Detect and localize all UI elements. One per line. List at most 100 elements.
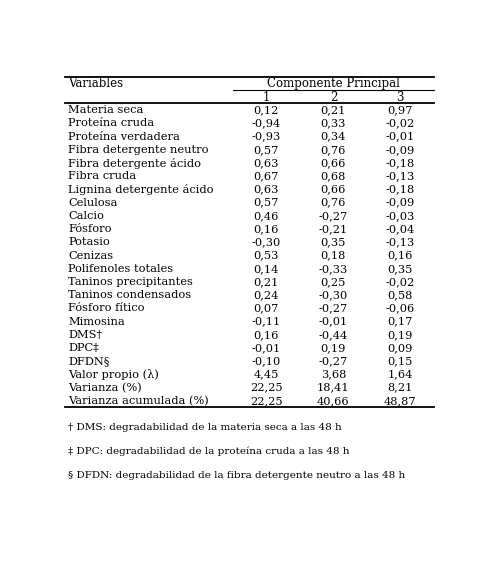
- Text: -0,18: -0,18: [386, 184, 415, 194]
- Text: Cenizas: Cenizas: [68, 251, 113, 261]
- Text: 0,76: 0,76: [321, 145, 346, 155]
- Text: 48,87: 48,87: [384, 396, 417, 406]
- Text: Fósforo: Fósforo: [68, 224, 111, 234]
- Text: -0,30: -0,30: [319, 290, 348, 300]
- Text: DMS†: DMS†: [68, 330, 102, 340]
- Text: -0,94: -0,94: [252, 119, 281, 129]
- Text: 0,21: 0,21: [321, 105, 346, 115]
- Text: Calcio: Calcio: [68, 211, 104, 221]
- Text: Proteína cruda: Proteína cruda: [68, 119, 154, 129]
- Text: 22,25: 22,25: [250, 396, 283, 406]
- Text: 0,66: 0,66: [321, 184, 346, 194]
- Text: 0,16: 0,16: [254, 330, 279, 340]
- Text: 0,97: 0,97: [388, 105, 413, 115]
- Text: 0,35: 0,35: [321, 237, 346, 247]
- Text: -0,02: -0,02: [386, 277, 415, 287]
- Text: 3,68: 3,68: [321, 369, 346, 379]
- Text: -0,44: -0,44: [319, 330, 348, 340]
- Text: Potasio: Potasio: [68, 237, 110, 247]
- Text: -0,06: -0,06: [386, 303, 415, 314]
- Text: 4,45: 4,45: [254, 369, 279, 379]
- Text: 0,25: 0,25: [321, 277, 346, 287]
- Text: Varianza acumulada (%): Varianza acumulada (%): [68, 396, 209, 406]
- Text: Varianza (%): Varianza (%): [68, 382, 142, 393]
- Text: -0,04: -0,04: [386, 224, 415, 234]
- Text: 0,53: 0,53: [254, 251, 279, 261]
- Text: Variables: Variables: [68, 78, 123, 90]
- Text: -0,27: -0,27: [319, 303, 348, 314]
- Text: 0,57: 0,57: [254, 145, 279, 155]
- Text: 0,07: 0,07: [254, 303, 279, 314]
- Text: 22,25: 22,25: [250, 383, 283, 393]
- Text: -0,03: -0,03: [386, 211, 415, 221]
- Text: Celulosa: Celulosa: [68, 198, 118, 208]
- Text: -0,21: -0,21: [319, 224, 348, 234]
- Text: 8,21: 8,21: [388, 383, 413, 393]
- Text: 40,66: 40,66: [317, 396, 350, 406]
- Text: -0,30: -0,30: [252, 237, 281, 247]
- Text: 0,18: 0,18: [321, 251, 346, 261]
- Text: -0,11: -0,11: [252, 316, 281, 327]
- Text: 0,68: 0,68: [321, 171, 346, 182]
- Text: -0,01: -0,01: [319, 316, 348, 327]
- Text: -0,01: -0,01: [386, 132, 415, 142]
- Text: 1,64: 1,64: [388, 369, 413, 379]
- Text: 0,63: 0,63: [254, 184, 279, 194]
- Text: -0,27: -0,27: [319, 356, 348, 366]
- Text: 2: 2: [330, 90, 337, 103]
- Text: 0,17: 0,17: [388, 316, 413, 327]
- Text: 0,12: 0,12: [254, 105, 279, 115]
- Text: -0,02: -0,02: [386, 119, 415, 129]
- Text: 0,16: 0,16: [254, 224, 279, 234]
- Text: Valor propio (λ): Valor propio (λ): [68, 369, 159, 380]
- Text: -0,10: -0,10: [252, 356, 281, 366]
- Text: -0,13: -0,13: [386, 171, 415, 182]
- Text: § DFDN: degradabilidad de la fibra detergente neutro a las 48 h: § DFDN: degradabilidad de la fibra deter…: [68, 472, 405, 481]
- Text: ‡ DPC: degradabilidad de la proteína cruda a las 48 h: ‡ DPC: degradabilidad de la proteína cru…: [68, 447, 349, 456]
- Text: -0,09: -0,09: [386, 145, 415, 155]
- Text: 18,41: 18,41: [317, 383, 350, 393]
- Text: -0,27: -0,27: [319, 211, 348, 221]
- Text: Materia seca: Materia seca: [68, 105, 143, 115]
- Text: -0,13: -0,13: [386, 237, 415, 247]
- Text: 0,35: 0,35: [388, 264, 413, 274]
- Text: 0,15: 0,15: [388, 356, 413, 366]
- Text: † DMS: degradabilidad de la materia seca a las 48 h: † DMS: degradabilidad de la materia seca…: [68, 423, 342, 432]
- Text: Taninos precipitantes: Taninos precipitantes: [68, 277, 193, 287]
- Text: DPC‡: DPC‡: [68, 343, 99, 353]
- Text: Fibra detergente neutro: Fibra detergente neutro: [68, 145, 209, 155]
- Text: Fibra detergente ácido: Fibra detergente ácido: [68, 157, 201, 169]
- Text: Mimosina: Mimosina: [68, 316, 125, 327]
- Text: 0,76: 0,76: [321, 198, 346, 208]
- Text: 0,67: 0,67: [254, 171, 279, 182]
- Text: Proteína verdadera: Proteína verdadera: [68, 132, 180, 142]
- Text: Componente Principal: Componente Principal: [267, 78, 400, 90]
- Text: -0,33: -0,33: [319, 264, 348, 274]
- Text: DFDN§: DFDN§: [68, 356, 109, 366]
- Text: 0,66: 0,66: [321, 158, 346, 168]
- Text: 1: 1: [263, 90, 270, 103]
- Text: 0,21: 0,21: [254, 277, 279, 287]
- Text: 0,09: 0,09: [388, 343, 413, 353]
- Text: 0,16: 0,16: [388, 251, 413, 261]
- Text: Lignina detergente ácido: Lignina detergente ácido: [68, 184, 213, 195]
- Text: Fósforo fítico: Fósforo fítico: [68, 303, 145, 314]
- Text: 0,63: 0,63: [254, 158, 279, 168]
- Text: 0,33: 0,33: [321, 119, 346, 129]
- Text: 0,58: 0,58: [388, 290, 413, 300]
- Text: -0,93: -0,93: [252, 132, 281, 142]
- Text: 0,14: 0,14: [254, 264, 279, 274]
- Text: 0,24: 0,24: [254, 290, 279, 300]
- Text: Fibra cruda: Fibra cruda: [68, 171, 136, 182]
- Text: -0,18: -0,18: [386, 158, 415, 168]
- Text: Taninos condensados: Taninos condensados: [68, 290, 191, 300]
- Text: 0,19: 0,19: [321, 343, 346, 353]
- Text: 0,57: 0,57: [254, 198, 279, 208]
- Text: 0,34: 0,34: [321, 132, 346, 142]
- Text: 0,46: 0,46: [254, 211, 279, 221]
- Text: -0,09: -0,09: [386, 198, 415, 208]
- Text: Polifenoles totales: Polifenoles totales: [68, 264, 173, 274]
- Text: 3: 3: [396, 90, 404, 103]
- Text: 0,19: 0,19: [388, 330, 413, 340]
- Text: -0,01: -0,01: [252, 343, 281, 353]
